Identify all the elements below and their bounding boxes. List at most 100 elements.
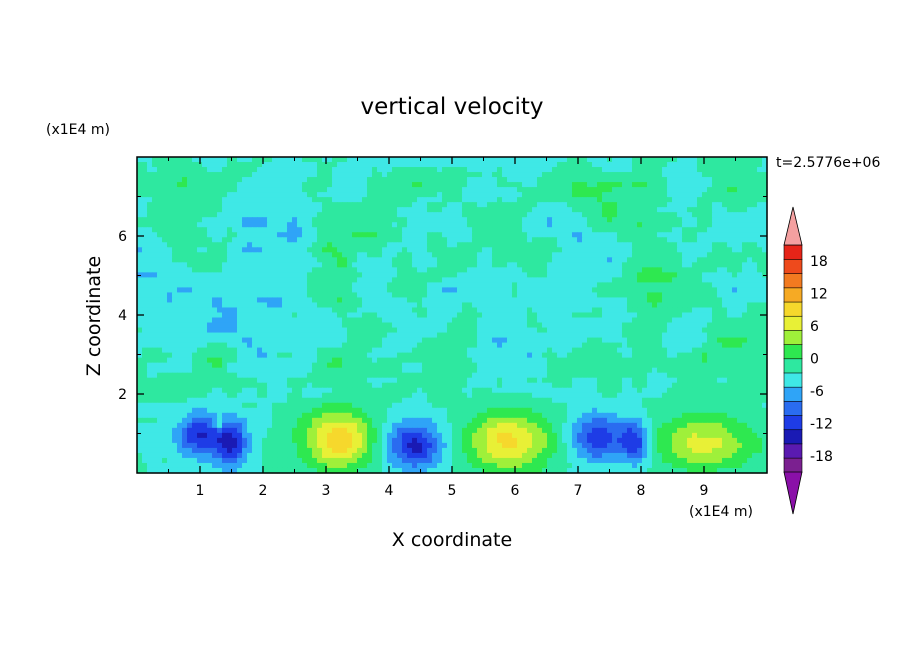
field-cell [462,202,468,208]
field-cell [682,257,688,263]
field-cell [157,267,163,273]
field-cell [187,262,193,268]
field-cell [252,232,258,238]
field-cell [702,202,708,208]
field-cell [382,187,388,193]
field-cell [372,337,378,344]
field-cell [152,187,158,193]
field-cell [547,347,553,354]
field-cell [217,222,223,228]
field-cell [722,247,728,253]
field-cell [167,297,173,304]
field-cell [677,202,683,208]
field-cell [647,332,653,339]
field-cell [192,337,198,344]
field-cell [322,197,328,203]
field-cell [627,292,633,299]
field-cell [297,352,303,359]
field-cell [567,202,573,208]
field-cell [442,342,448,349]
field-cell [677,212,683,218]
field-cell [647,242,653,248]
field-cell [297,182,303,188]
field-cell [402,177,408,183]
field-cell [207,317,213,324]
field-cell [632,172,638,178]
field-cell [637,262,643,268]
field-cell [487,202,493,208]
field-cell [512,302,518,309]
field-cell [517,227,523,233]
field-cell [332,182,338,188]
field-cell [702,272,708,278]
field-cell [137,157,143,163]
field-cell [247,187,253,193]
field-cell [422,297,428,304]
field-cell [752,327,758,334]
field-cell [522,162,528,168]
field-cell [482,172,488,178]
field-cell [482,302,488,309]
field-cell [497,182,503,188]
field-cell [257,287,263,294]
field-cell [187,312,193,319]
field-cell [492,182,498,188]
field-cell [637,272,643,278]
field-cell [637,282,643,289]
field-cell [592,277,598,283]
field-cell [442,187,448,193]
field-cell [552,297,558,304]
field-cell [252,342,258,349]
field-cell [302,297,308,304]
field-cell [287,332,293,339]
field-cell [367,162,373,168]
field-cell [452,317,458,324]
field-cell [317,287,323,294]
field-cell [317,247,323,253]
field-cell [212,207,218,213]
field-cell [612,317,618,324]
field-cell [407,302,413,309]
field-cell [732,232,738,238]
field-cell [762,172,768,178]
field-cell [172,212,178,218]
field-cell [627,312,633,319]
field-cell [397,232,403,238]
field-cell [502,267,508,273]
field-cell [662,212,668,218]
field-cell [202,272,208,278]
field-cell [432,217,438,223]
field-cell [677,327,683,334]
field-cell [657,247,663,253]
field-cell [517,307,523,314]
x-axis-label: X coordinate [392,529,512,551]
field-cell [697,242,703,248]
field-cell [162,322,168,329]
field-cell [662,192,668,198]
field-cell [162,177,168,183]
field-cell [282,327,288,334]
field-cell [342,207,348,213]
field-cell [307,292,313,299]
field-cell [552,212,558,218]
field-cell [647,327,653,334]
field-cell [567,297,573,304]
field-cell [242,237,248,243]
field-cell [467,262,473,268]
field-cell [342,212,348,218]
field-cell [372,272,378,278]
field-cell [752,227,758,233]
field-cell [397,337,403,344]
field-cell [752,297,758,304]
field-cell [637,242,643,248]
field-cell [757,272,763,278]
field-cell [352,352,358,359]
field-cell [462,332,468,339]
field-cell [557,232,563,238]
field-cell [582,262,588,268]
field-cell [222,232,228,238]
field-cell [147,202,153,208]
field-cell [437,262,443,268]
field-cell [337,187,343,193]
field-cell [297,262,303,268]
